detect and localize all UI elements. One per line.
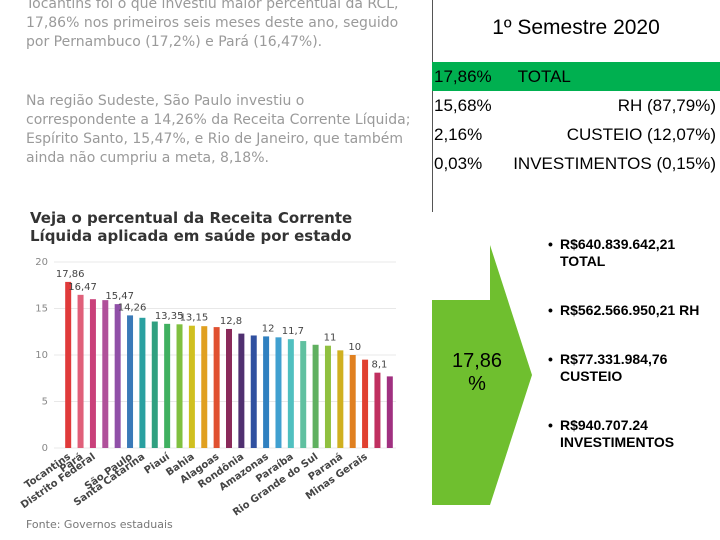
value-label: 12	[262, 323, 275, 334]
bar	[127, 315, 134, 448]
arrow-label: 17,86 %	[451, 350, 503, 395]
chart-source: Fonte: Governos estaduais	[26, 518, 173, 531]
table-cell: 17,86%	[434, 66, 492, 86]
bar	[213, 327, 220, 448]
bar	[349, 355, 356, 448]
bar	[386, 376, 393, 448]
bar	[164, 323, 171, 448]
table-cell: CUSTEIO (12,07%)	[566, 124, 716, 144]
value-label: 15,47	[105, 291, 134, 302]
value-label: 10	[348, 342, 361, 353]
paragraph: Tocantins foi o que investiu maior perce…	[26, 0, 399, 50]
bar	[250, 335, 257, 448]
bar	[362, 359, 369, 448]
bar	[263, 336, 270, 448]
y-tick-label: 20	[35, 257, 48, 268]
value-label: 11	[324, 333, 337, 344]
bar	[89, 299, 96, 448]
y-tick-label: 0	[42, 443, 48, 454]
table-cell: TOTAL	[517, 66, 571, 86]
bar	[139, 317, 146, 448]
bar	[226, 328, 232, 448]
value-label: 11,7	[282, 326, 304, 337]
bar	[77, 294, 84, 448]
bullet-list: R$640.839.642,21 TOTAL R$562.566.950,21 R…	[545, 236, 715, 483]
bar	[102, 300, 109, 448]
value-label: 8,1	[371, 360, 387, 371]
bullet: R$562.566.950,21 RH	[545, 302, 715, 319]
bar	[176, 324, 183, 448]
summary-table: 17,86% TOTAL 15,68% RH (87,79%) 2,16% CUSTEIO…	[432, 62, 720, 178]
bar	[337, 350, 344, 448]
value-label: 12,8	[220, 316, 242, 327]
value-label: 13,35	[155, 311, 184, 322]
paragraph: Na região Sudeste, São Paulo investiu o …	[26, 93, 411, 166]
bar	[287, 339, 294, 448]
bar	[201, 326, 208, 448]
table-cell: 0,03%	[434, 153, 483, 173]
y-tick-label: 5	[42, 397, 48, 408]
value-label: 17,86	[56, 269, 85, 280]
bar	[188, 325, 195, 448]
y-tick-label: 15	[35, 304, 48, 315]
table-row: 17,86% TOTAL	[432, 62, 720, 91]
bar	[300, 341, 307, 448]
table-cell: 15,68%	[434, 95, 492, 115]
bullet: R$77.331.984,76 CUSTEIO	[545, 351, 715, 385]
value-label: 16,47	[68, 282, 97, 293]
arrow	[432, 245, 532, 505]
decor	[432, 0, 532, 505]
y-tick-label: 10	[35, 350, 48, 361]
bullet: R$940.707.24 INVESTIMENTOS	[545, 417, 715, 451]
chart-title: Veja o percentual da Receita Corrente Líq…	[30, 209, 352, 245]
bar	[312, 344, 319, 448]
table-row: 0,03% INVESTIMENTOS (0,15%)	[432, 149, 720, 178]
table-cell: RH (87,79%)	[617, 95, 716, 115]
bar	[65, 281, 72, 448]
chart: Veja o percentual da Receita Corrente Líq…	[19, 209, 396, 531]
bar	[374, 372, 381, 448]
bar	[275, 337, 282, 448]
value-label: 14,26	[118, 302, 147, 313]
bar	[114, 304, 121, 448]
bullet: R$640.839.642,21 TOTAL	[545, 236, 715, 270]
table-row: 2,16% CUSTEIO (12,07%)	[432, 120, 720, 149]
bar	[238, 333, 245, 448]
bar	[151, 321, 158, 448]
bar	[324, 345, 331, 448]
summary-title: 1º Semestre 2020	[492, 16, 660, 39]
value-label: 13,15	[180, 313, 209, 324]
table-cell: 2,16%	[434, 124, 483, 144]
table-cell: INVESTIMENTOS (0,15%)	[513, 153, 716, 173]
table-row: 15,68% RH (87,79%)	[432, 91, 720, 120]
